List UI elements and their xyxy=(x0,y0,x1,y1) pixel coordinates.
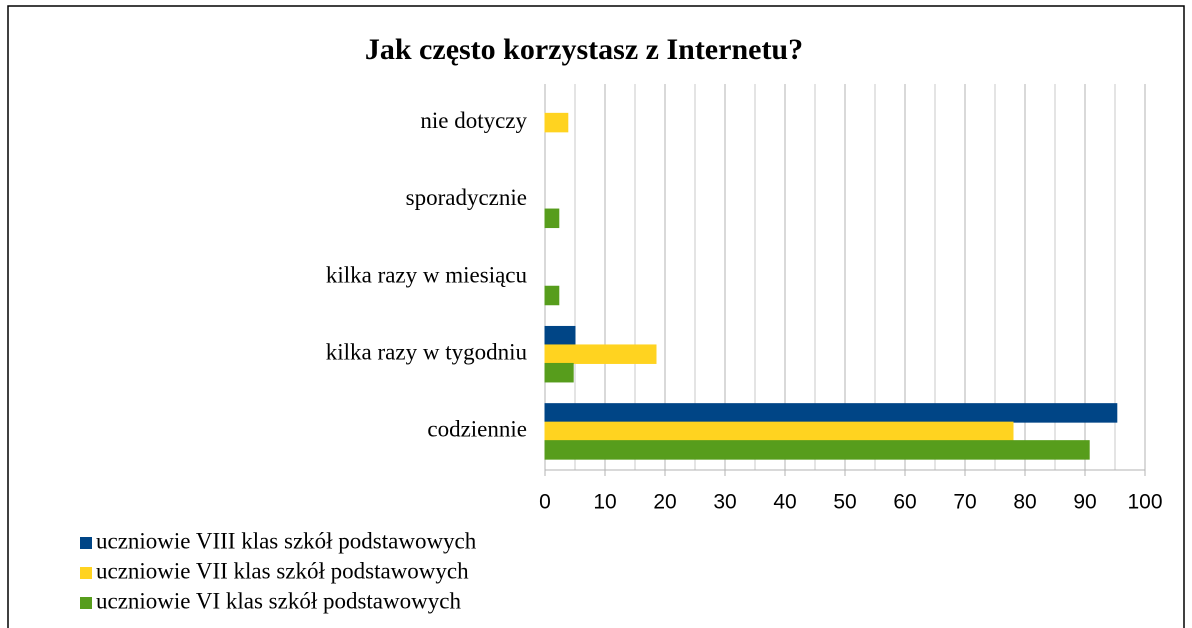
x-tick-label: 30 xyxy=(713,491,736,514)
bar xyxy=(544,325,576,346)
legend-swatch xyxy=(80,597,92,609)
y-tick-label: codziennie xyxy=(427,417,527,442)
bar xyxy=(544,440,1090,460)
x-tick-label: 80 xyxy=(1013,491,1036,514)
frame xyxy=(7,5,1185,628)
x-tick-label: 90 xyxy=(1073,491,1096,514)
x-tick-label: 10 xyxy=(593,491,616,514)
x-tick-label: 70 xyxy=(953,491,976,514)
bar xyxy=(544,362,574,383)
legend-label: uczniowie VII klas szkół podstawowych xyxy=(96,558,469,583)
y-tick-label: kilka razy w tygodniu xyxy=(326,339,528,364)
x-tick-label: 50 xyxy=(833,491,856,514)
x-tick-label: 40 xyxy=(773,491,796,514)
x-tick-label: 60 xyxy=(893,491,916,514)
chart-title: Jak często korzystasz z Internetu? xyxy=(365,33,803,66)
bar xyxy=(544,208,560,229)
x-tick-label: 100 xyxy=(1127,491,1162,514)
bar xyxy=(544,403,1118,423)
x-tick-label: 20 xyxy=(653,491,676,514)
bar xyxy=(544,421,1014,442)
y-tick-label: sporadycznie xyxy=(406,185,527,210)
x-tick-label: 0 xyxy=(539,491,551,514)
bar xyxy=(544,344,657,364)
y-tick-label: nie dotyczy xyxy=(420,108,527,133)
y-tick-label: kilka razy w miesiącu xyxy=(326,262,528,287)
bar xyxy=(544,285,560,306)
legend-label: uczniowie VI klas szkół podstawowych xyxy=(96,588,461,613)
legend-swatch xyxy=(80,537,92,549)
bar xyxy=(544,112,569,133)
legend-swatch xyxy=(80,567,92,579)
legend-label: uczniowie VIII klas szkół podstawowych xyxy=(96,528,477,553)
